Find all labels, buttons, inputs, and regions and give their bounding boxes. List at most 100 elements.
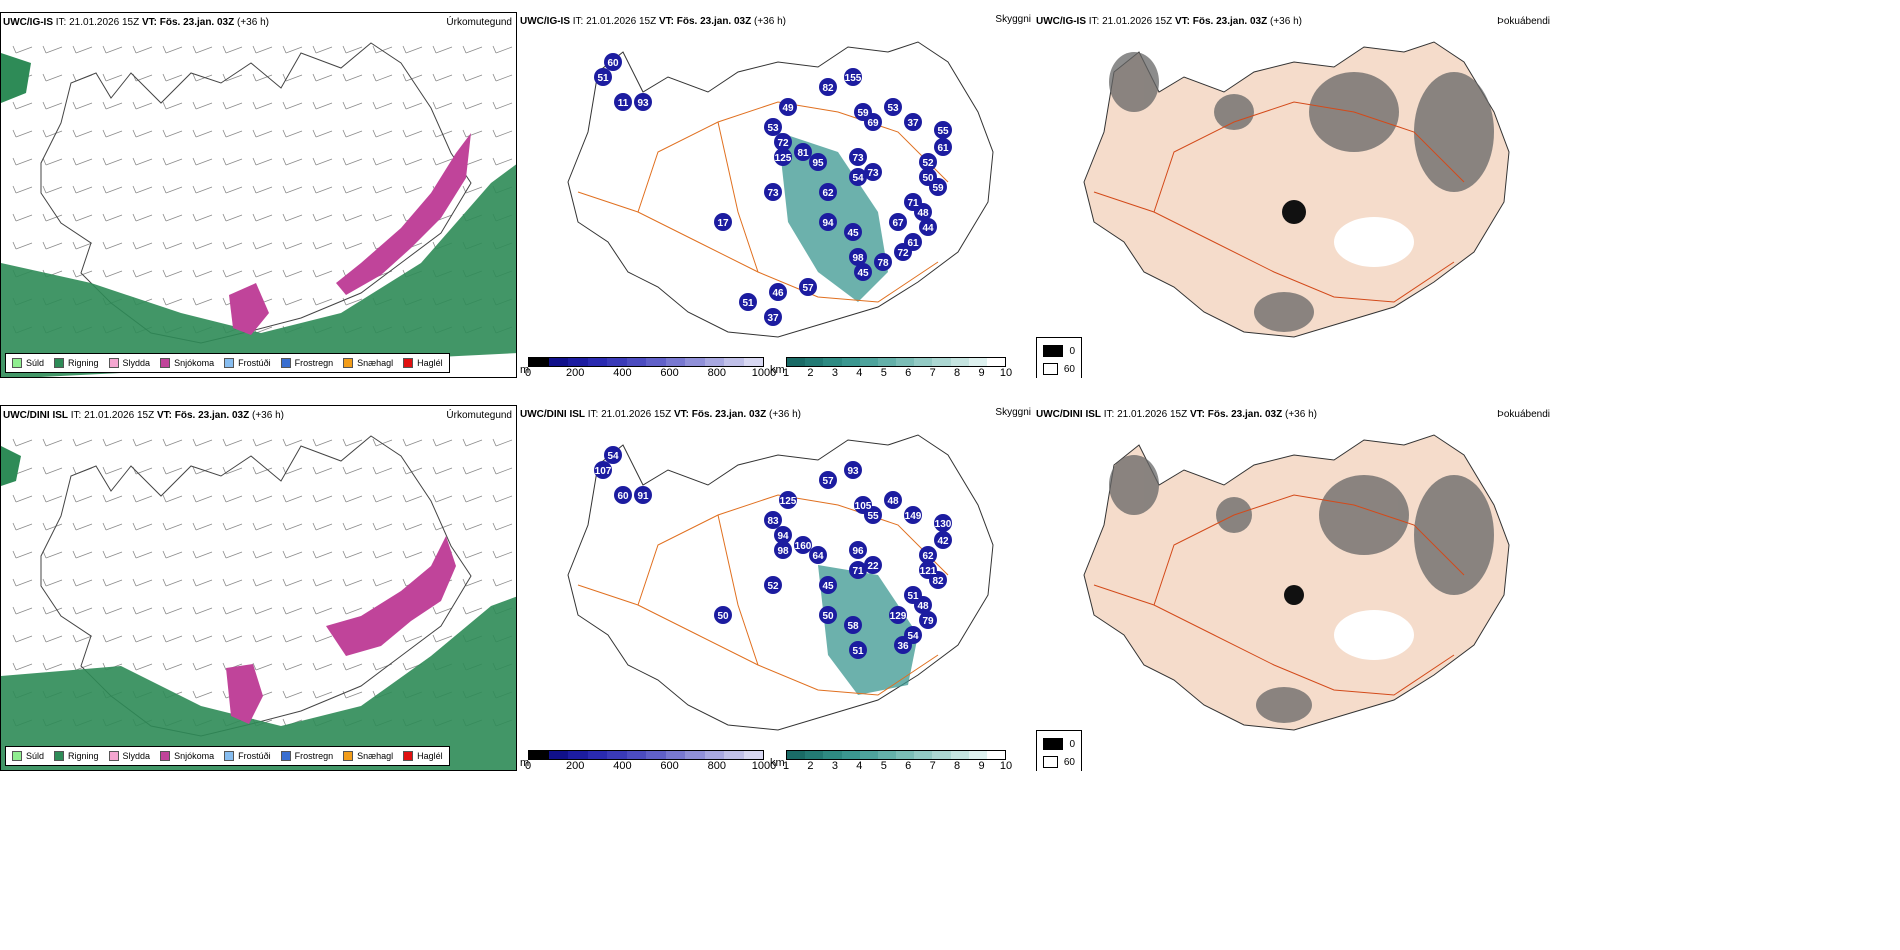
wind-barb [225,102,243,110]
wind-barb-flag [132,213,137,222]
colorbar-segment [805,751,824,759]
snow-blob [914,596,932,614]
snow-depth-label: 22 [867,561,879,572]
wind-barb [45,523,63,531]
wind-barb-flag [402,466,407,475]
wind-barb-flag [312,185,317,194]
wind-barb [45,186,63,194]
wind-barb [105,635,123,643]
wind-barb [465,579,483,587]
snow-blob [919,546,937,564]
wind-barb-flag [192,466,197,475]
snow-depth-label: 59 [932,183,944,194]
wind-barb-flag [492,522,497,531]
colorbar-segment [568,751,588,759]
depth-colorbar: 0 200 400 600 800 1000 [525,357,776,378]
legend-label: Súld [26,751,45,761]
wind-barb-flag [42,662,47,671]
wind-barb [255,74,273,82]
wind-barb-flag [42,578,47,587]
wind-barb-flag [222,494,227,503]
snow-blob [774,526,792,544]
colorbar-tick: 2 [807,367,814,378]
wind-barb [315,439,333,447]
wind-barb [255,270,273,278]
wind-barb-flag [252,269,257,278]
wind-barb [165,607,183,615]
wind-barb-flag [12,185,17,194]
wind-barb-flag [372,213,377,222]
snow-depth-label: 50 [922,173,934,184]
wind-barb [135,46,153,54]
colorbar-segment [859,751,878,759]
snow-depth-panel-bottom: UWC/DINI ISL IT: 21.01.2026 15Z VT: Fös.… [518,405,1033,771]
wind-barb [15,46,33,54]
panel-title: UWC/DINI ISL IT: 21.01.2026 15Z VT: Fös.… [3,410,284,421]
wind-barb-flag [102,466,107,475]
wind-barb [195,298,213,306]
snow-blob [934,121,952,139]
precip-type-panel-bottom: UWC/DINI ISL IT: 21.01.2026 15Z VT: Fös.… [0,405,517,771]
snow-depth-label: 60 [607,58,619,69]
snow-blob [739,293,757,311]
wind-barb [135,495,153,503]
wind-barb-flag [372,522,377,531]
colorbar-tick: 0 [524,367,532,378]
wind-barb [255,551,273,559]
wind-barb [15,186,33,194]
wind-barb-flag [102,213,107,222]
wind-barb-flag [342,466,347,475]
wind-barb [195,579,213,587]
snow-blob [884,98,902,116]
wind-barb-flag [342,438,347,447]
fog-legend-row: 60 [1043,753,1075,771]
colorbar-tick: 4 [856,367,863,378]
colorbar-segments [786,750,1006,760]
fog-areas [1109,455,1494,723]
snow-depth-label: 72 [777,138,789,149]
wind-barb [315,214,333,222]
wind-barb [375,495,393,503]
wind-barb [195,691,213,699]
wind-barb-flag [132,129,137,138]
wind-barb [225,158,243,166]
wind-barb-flag [72,157,77,166]
colorbar-segment [968,751,987,759]
colorbar-segment [529,751,549,759]
wind-barb [15,495,33,503]
legend-swatch [224,358,235,368]
wind-barb-flag [132,269,137,278]
wind-barb-flag [372,466,377,475]
wind-barb-flag [462,73,467,82]
snow-blob [914,203,932,221]
wind-barb [105,186,123,194]
wind-barb [75,439,93,447]
depth-colorbar: 0 200 400 600 800 1000 [525,750,776,771]
wind-barb [45,130,63,138]
wind-barb-flag [162,438,167,447]
snow-blob [764,183,782,201]
wind-barb-flag [342,101,347,110]
wind-barb [285,523,303,531]
wind-barb-flag [192,494,197,503]
snow-depth-label: 129 [890,611,907,622]
legend-swatch [280,358,291,368]
fog-dense [1284,585,1304,605]
wind-barb [225,635,243,643]
snow-depth-label: 52 [767,581,779,592]
wind-barb-flag [192,662,197,671]
snow-blob [864,113,882,131]
wind-barb [345,607,363,615]
wind-barb [405,439,423,447]
colorbar-segment [896,358,915,366]
wind-barb [405,635,423,643]
snow-blob [864,506,882,524]
wind-barb-flag [42,185,47,194]
wind-barb [165,242,183,250]
wind-barb-flag [192,73,197,82]
snow-depth-label: 52 [922,158,934,169]
wind-barb-flag [72,494,77,503]
wind-barb-flag [192,634,197,643]
colorbar-segment [724,751,744,759]
wind-barb [285,579,303,587]
